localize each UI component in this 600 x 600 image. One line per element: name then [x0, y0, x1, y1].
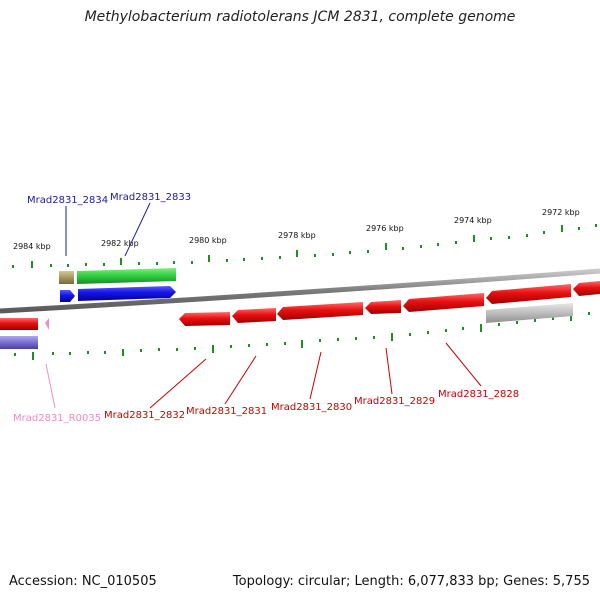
blue-gene-arrow-2834[interactable]: [60, 290, 75, 302]
olive-feature-bar[interactable]: [59, 271, 74, 284]
scale-label-2972: 2972 kbp: [542, 208, 580, 217]
red-gene-arrow-2831[interactable]: [232, 308, 276, 323]
leader-line-2831: [224, 355, 257, 405]
leader-line-2828: [445, 342, 482, 387]
red-gene-arrow-2830[interactable]: [277, 302, 363, 320]
red-gene-arrow-2832[interactable]: [179, 312, 230, 326]
scale-label-2974: 2974 kbp: [454, 216, 492, 225]
genome-summary-text: Topology: circular; Length: 6,077,833 bp…: [232, 574, 590, 589]
gene-label-2831[interactable]: Mrad2831_2831: [186, 406, 267, 417]
leader-line-2830: [309, 351, 322, 400]
accession-text: Accession: NC_010505: [9, 574, 157, 589]
leader-line-2832: [149, 358, 207, 409]
gene-label-2834[interactable]: Mrad2831_2834: [27, 195, 108, 206]
scale-label-2978: 2978 kbp: [278, 231, 316, 240]
red-gene-arrow-2829[interactable]: [365, 300, 401, 314]
gene-label-2833[interactable]: Mrad2831_2833: [110, 192, 191, 203]
leader-line-r0035: [45, 363, 56, 409]
upper-tick-track: [12, 224, 597, 268]
red-gene-arrow-right-b[interactable]: [573, 281, 600, 296]
green-feature-bar[interactable]: [77, 268, 176, 284]
purple-feature-bar[interactable]: [0, 336, 38, 349]
gene-label-r0035[interactable]: Mrad2831_R0035: [13, 413, 101, 424]
grey-feature-bar[interactable]: [486, 303, 573, 323]
scale-label-2982: 2982 kbp: [101, 239, 139, 248]
red-gene-arrow-right-a[interactable]: [486, 284, 571, 304]
red-gene-arrow-left-edge[interactable]: [0, 318, 38, 330]
map-title: Methylobacterium radiotolerans JCM 2831,…: [84, 9, 516, 25]
gene-label-2829[interactable]: Mrad2831_2829: [354, 396, 435, 407]
leader-line-2833: [124, 202, 151, 257]
scale-label-2984: 2984 kbp: [13, 242, 51, 251]
lower-tick-track: [14, 312, 590, 360]
trna-marker-r0035[interactable]: [45, 318, 49, 330]
scale-label-2976: 2976 kbp: [366, 224, 404, 233]
gene-label-2832[interactable]: Mrad2831_2832: [104, 410, 185, 421]
blue-gene-arrow-2833[interactable]: [78, 286, 176, 301]
scale-label-2980: 2980 kbp: [189, 236, 227, 245]
gene-label-2830[interactable]: Mrad2831_2830: [271, 402, 352, 413]
genome-backbone: [0, 268, 600, 314]
leader-line-2829: [385, 347, 393, 395]
gene-label-2828[interactable]: Mrad2831_2828: [438, 389, 519, 400]
red-gene-arrow-2828[interactable]: [403, 293, 484, 312]
